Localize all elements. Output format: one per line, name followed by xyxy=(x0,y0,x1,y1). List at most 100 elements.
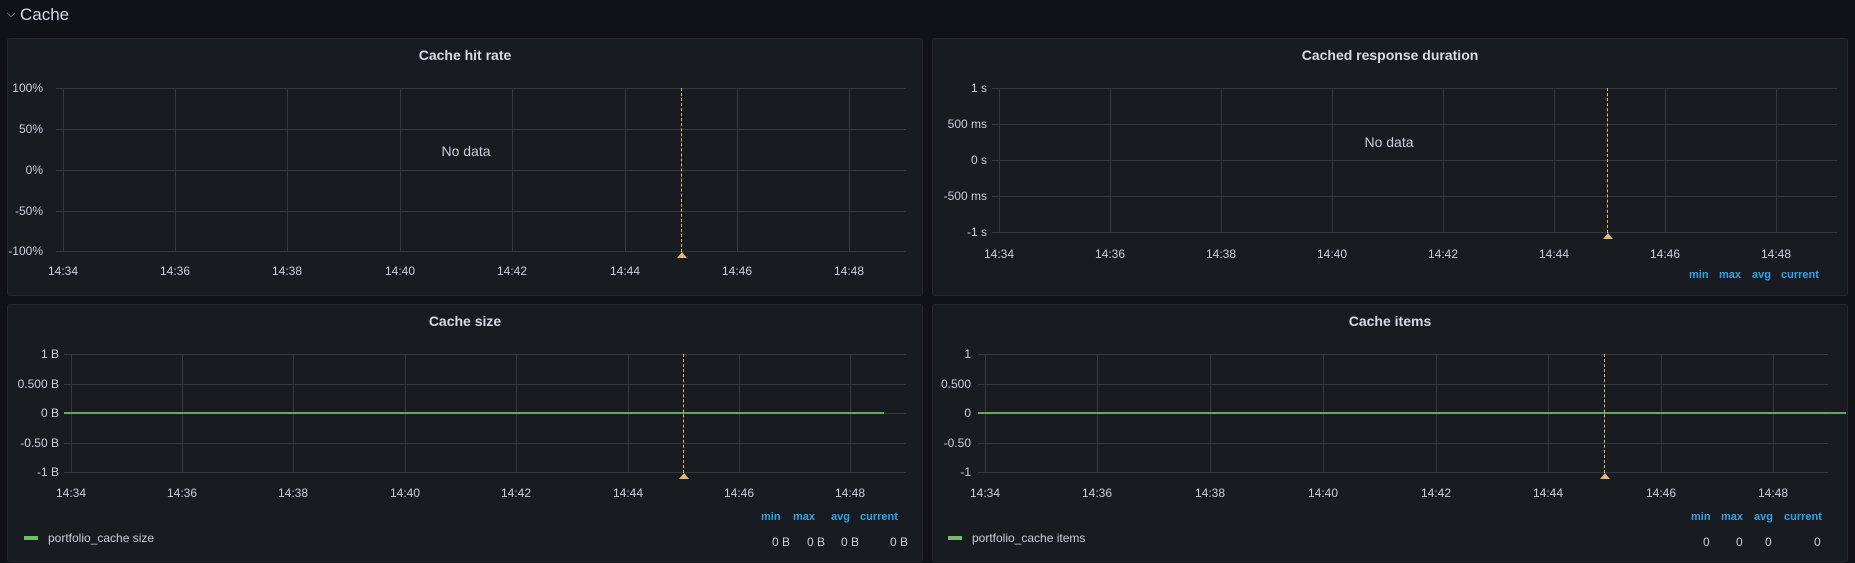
grid-line xyxy=(1554,88,1555,233)
grid-line xyxy=(1110,88,1111,233)
x-tick: 14:40 xyxy=(384,264,416,278)
grid-line xyxy=(1665,88,1666,233)
annotation-marker-line xyxy=(681,88,682,252)
annotation-marker-line xyxy=(1607,88,1608,233)
y-tick: -50% xyxy=(14,204,43,218)
grid-line xyxy=(999,88,1000,233)
panel-cache-hit-rate[interactable]: Cache hit rate 100% 50% 0% -50% -100% 14… xyxy=(7,38,923,296)
x-tick: 14:36 xyxy=(166,486,198,500)
grid-line xyxy=(1221,88,1222,233)
grid-line xyxy=(287,88,288,252)
series-line-portfolio-cache-size[interactable] xyxy=(64,412,884,414)
legend-color-swatch[interactable] xyxy=(24,536,38,540)
legend-color-swatch[interactable] xyxy=(948,536,962,540)
legend-series-name: portfolio_cache size xyxy=(48,531,155,545)
grid-line xyxy=(1332,88,1333,233)
y-tick: -0.50 B xyxy=(20,436,59,450)
legend-series-name: portfolio_cache items xyxy=(972,531,1086,545)
grid-line xyxy=(992,160,1837,161)
legend-value-min: 0 B xyxy=(772,535,791,549)
annotation-marker-line xyxy=(1604,354,1605,473)
grid-line xyxy=(512,88,513,252)
legend-header-avg[interactable]: avg xyxy=(1754,511,1773,523)
row-title: Cache xyxy=(20,5,70,24)
grid-line xyxy=(56,88,906,89)
x-tick: 14:46 xyxy=(721,264,753,278)
annotation-marker-icon[interactable] xyxy=(679,473,689,479)
y-tick: -500 ms xyxy=(943,189,987,203)
grid-line xyxy=(978,472,1828,473)
grid-line xyxy=(625,88,626,252)
legend-header-max[interactable]: max xyxy=(1719,269,1742,281)
x-tick: 14:40 xyxy=(1307,486,1339,500)
grid-line xyxy=(992,88,1837,89)
y-tick: 100% xyxy=(12,81,43,95)
y-tick: -100% xyxy=(8,244,43,258)
grid-line xyxy=(175,88,176,252)
x-tick: 14:44 xyxy=(1532,486,1564,500)
panel-title[interactable]: Cache hit rate xyxy=(418,47,512,63)
grid-line xyxy=(737,88,738,252)
panel-title[interactable]: Cache items xyxy=(1348,313,1432,329)
y-tick: 0 s xyxy=(970,153,987,167)
legend-value-avg: 0 xyxy=(1765,535,1772,549)
legend-header-avg[interactable]: avg xyxy=(831,511,850,523)
grid-line xyxy=(849,88,850,252)
legend-value-min: 0 xyxy=(1703,535,1710,549)
x-tick: 14:34 xyxy=(47,264,79,278)
annotation-marker-icon[interactable] xyxy=(1603,233,1613,239)
x-tick: 14:42 xyxy=(496,264,528,278)
legend-header-current[interactable]: current xyxy=(1784,511,1822,523)
row-header-cache[interactable]: ⌵ Cache xyxy=(6,2,69,28)
panel-title[interactable]: Cache size xyxy=(428,313,502,329)
no-data-message: No data xyxy=(441,143,491,159)
grid-line xyxy=(64,443,906,444)
annotation-marker-icon[interactable] xyxy=(1600,473,1610,479)
grid-line xyxy=(63,88,64,252)
y-tick: 1 s xyxy=(970,81,987,95)
x-tick: 14:36 xyxy=(159,264,191,278)
legend-item-portfolio-cache-size[interactable]: portfolio_cache size xyxy=(24,531,154,545)
x-tick: 14:34 xyxy=(983,247,1015,261)
legend-header-current[interactable]: current xyxy=(1781,269,1819,281)
x-tick: 14:42 xyxy=(500,486,532,500)
y-tick: 1 B xyxy=(40,347,59,361)
legend-header-min[interactable]: min xyxy=(1689,269,1709,281)
legend-value-current: 0 xyxy=(1814,535,1821,549)
x-tick: 14:34 xyxy=(55,486,87,500)
legend-item-portfolio-cache-items[interactable]: portfolio_cache items xyxy=(948,531,1085,545)
grid-line xyxy=(978,384,1828,385)
panel-title[interactable]: Cached response duration xyxy=(1301,47,1479,63)
x-tick: 14:44 xyxy=(1538,247,1570,261)
legend-header-current[interactable]: current xyxy=(860,511,898,523)
legend-header-min[interactable]: min xyxy=(761,511,781,523)
no-data-message: No data xyxy=(1364,134,1414,150)
grid-line xyxy=(992,124,1837,125)
panel-cache-items[interactable]: Cache items 1 0.500 0 -0.50 -1 14:34 14:… xyxy=(932,304,1848,562)
legend-header-max[interactable]: max xyxy=(793,511,816,523)
y-tick: -1 s xyxy=(966,225,987,239)
legend-header-min[interactable]: min xyxy=(1691,511,1711,523)
grid-line xyxy=(64,354,906,355)
x-tick: 14:38 xyxy=(277,486,309,500)
y-tick: -1 B xyxy=(36,465,59,479)
x-tick: 14:44 xyxy=(612,486,644,500)
legend-header-max[interactable]: max xyxy=(1721,511,1744,523)
x-tick: 14:38 xyxy=(1205,247,1237,261)
x-tick: 14:40 xyxy=(1316,247,1348,261)
panel-cache-size[interactable]: Cache size 1 B 0.500 B 0 B -0.50 B -1 B … xyxy=(7,304,923,562)
annotation-marker-icon[interactable] xyxy=(677,252,687,258)
grid-line xyxy=(400,88,401,252)
legend-header-avg[interactable]: avg xyxy=(1752,269,1771,281)
x-tick: 14:42 xyxy=(1427,247,1459,261)
y-tick: 0% xyxy=(25,163,43,177)
grid-line xyxy=(64,384,906,385)
grid-line xyxy=(56,170,906,171)
x-tick: 14:48 xyxy=(834,486,866,500)
legend-value-max: 0 B xyxy=(807,535,826,549)
series-line-portfolio-cache-items[interactable] xyxy=(978,412,1846,414)
x-tick: 14:40 xyxy=(389,486,421,500)
annotation-marker-line xyxy=(683,354,684,473)
grid-line xyxy=(978,443,1828,444)
panel-cached-response-duration[interactable]: Cached response duration 1 s 500 ms 0 s … xyxy=(932,38,1848,296)
